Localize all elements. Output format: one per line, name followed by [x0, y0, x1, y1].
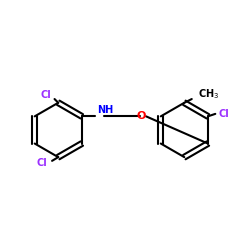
Text: Cl: Cl	[37, 158, 48, 168]
Text: Cl: Cl	[218, 109, 229, 119]
Text: NH: NH	[97, 105, 113, 115]
Text: O: O	[136, 111, 146, 121]
Text: Cl: Cl	[40, 90, 51, 100]
Text: CH$_3$: CH$_3$	[198, 87, 219, 101]
